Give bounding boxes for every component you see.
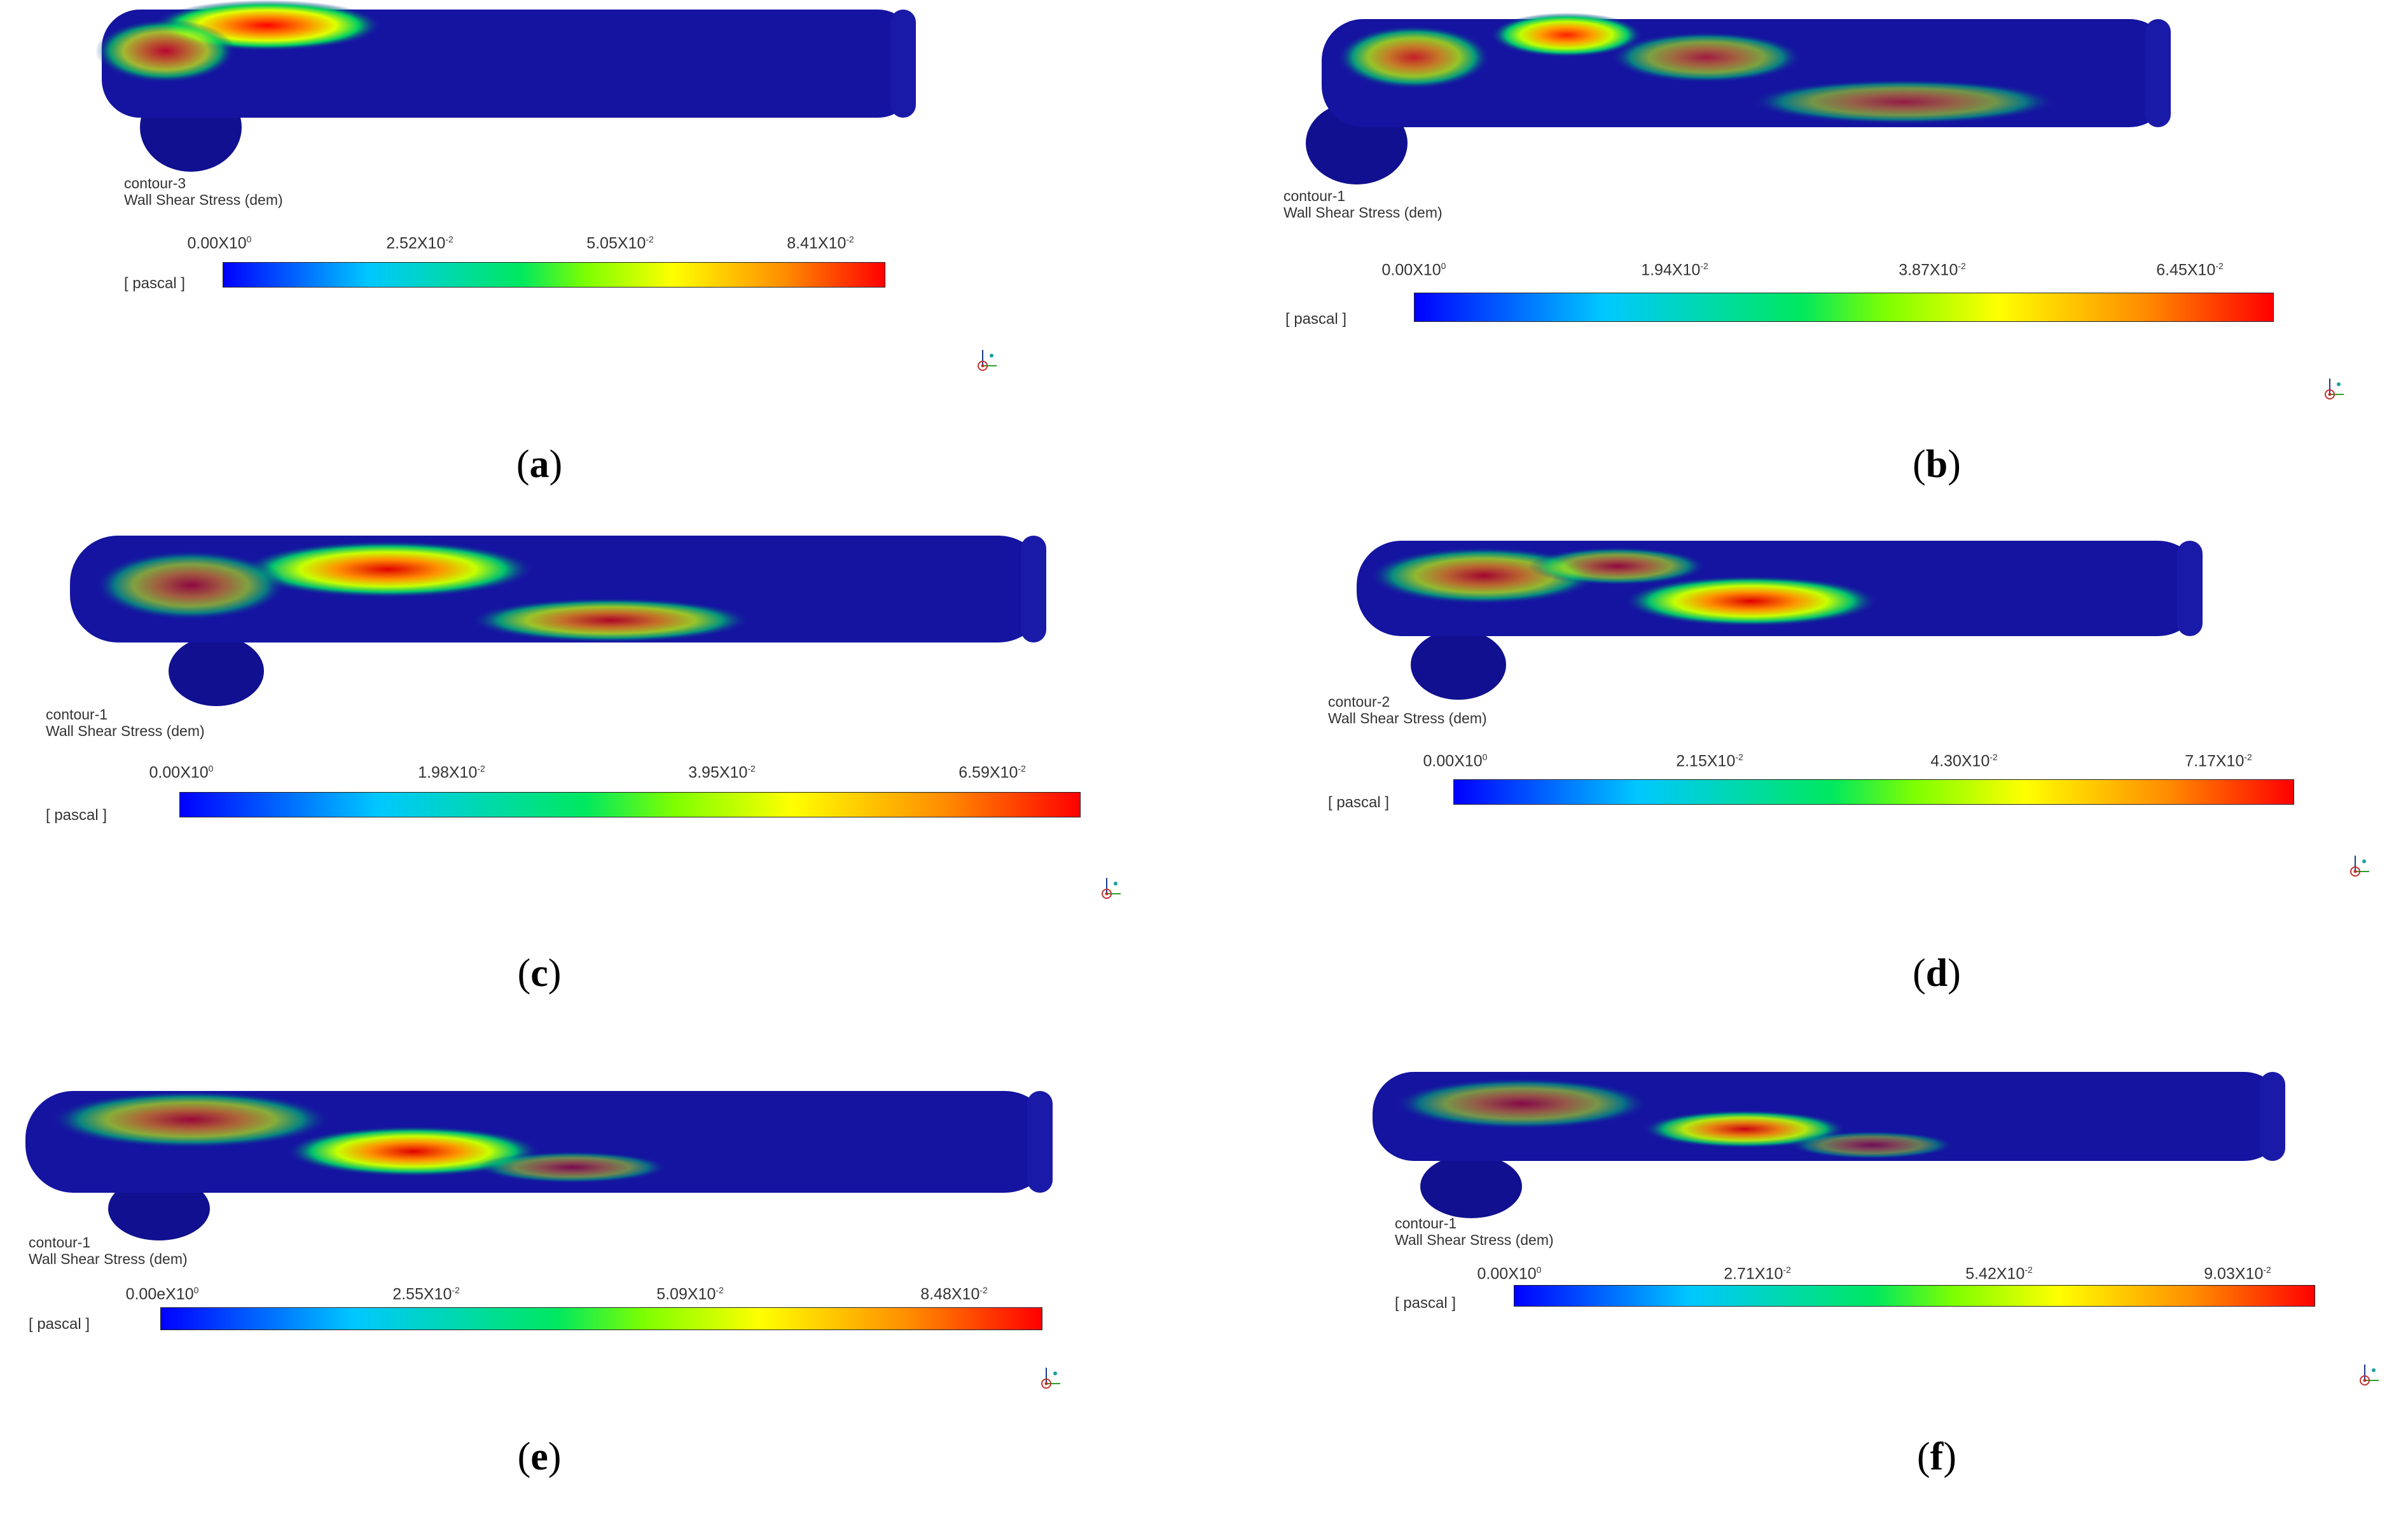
pipe-contour-render: [25, 1091, 1053, 1240]
tick-label: 1.98X10-2: [418, 763, 485, 782]
tick-label: 0.00eX100: [125, 1285, 199, 1303]
panel-b: contour-1 Wall Shear Stress (dem) 0.00X1…: [1204, 0, 2408, 496]
unit-label: [ pascal ]: [1328, 794, 1390, 811]
tick-label: 0.00X100: [1381, 261, 1446, 279]
panel-e: contour-1 Wall Shear Stress (dem) 0.00eX…: [0, 1018, 1204, 1514]
axis-triad-icon: [1102, 878, 1121, 899]
axis-triad-icon: [2360, 1365, 2379, 1386]
axis-triad-icon: [978, 350, 997, 371]
tick-label: 5.09X10-2: [656, 1285, 724, 1303]
panel-d: contour-2 Wall Shear Stress (dem) 0.00X1…: [1204, 509, 2408, 1005]
color-legend-bar: [1514, 1285, 2315, 1307]
panel-caption: (d): [1913, 952, 1961, 995]
panel-caption: (b): [1913, 443, 1961, 486]
tick-label: 5.42X10-2: [1965, 1265, 2033, 1283]
contour-variable: Wall Shear Stress (dem): [1395, 1232, 1554, 1248]
color-legend-bar: [179, 792, 1081, 817]
contour-name: contour-3: [124, 175, 186, 191]
contour-title: contour-1 Wall Shear Stress (dem): [1395, 1215, 1554, 1248]
tick-label: 0.00X100: [1423, 752, 1488, 770]
pipe-contour-render: [95, 0, 916, 172]
contour-name: contour-1: [29, 1234, 91, 1251]
panel-caption: (f): [1917, 1435, 1956, 1478]
tick-label: 7.17X10-2: [2185, 752, 2252, 770]
unit-label: [ pascal ]: [1395, 1295, 1457, 1312]
contour-variable: Wall Shear Stress (dem): [1284, 204, 1443, 221]
panel-caption: (c): [517, 952, 562, 995]
tick-label: 2.71X10-2: [1724, 1265, 1791, 1283]
axis-triad-icon: [2350, 856, 2369, 877]
tick-label: 2.15X10-2: [1676, 752, 1743, 770]
pipe-contour-render: [1373, 1072, 2285, 1218]
tick-label: 6.45X10-2: [2156, 261, 2224, 279]
tick-label: 2.55X10-2: [392, 1285, 460, 1303]
contour-title: contour-1 Wall Shear Stress (dem): [1284, 188, 1443, 221]
tick-label: 3.87X10-2: [1899, 261, 1966, 279]
pipe-contour-render: [1357, 541, 2203, 700]
unit-label: [ pascal ]: [46, 807, 107, 824]
tick-label: 1.94X10-2: [1641, 261, 1708, 279]
contour-name: contour-1: [46, 706, 108, 723]
contour-variable: Wall Shear Stress (dem): [29, 1251, 188, 1267]
unit-label: [ pascal ]: [124, 275, 186, 292]
tick-label: 0.00X100: [187, 234, 252, 253]
tick-label: 0.00X100: [149, 763, 214, 782]
axis-triad-icon: [1041, 1368, 1060, 1389]
tick-label: 9.03X10-2: [2204, 1265, 2271, 1283]
contour-variable: Wall Shear Stress (dem): [1328, 710, 1487, 726]
contour-variable: Wall Shear Stress (dem): [124, 191, 283, 208]
unit-label: [ pascal ]: [29, 1316, 90, 1333]
tick-label: 0.00X100: [1477, 1265, 1542, 1283]
color-legend-bar: [160, 1307, 1042, 1330]
contour-name: contour-1: [1395, 1215, 1457, 1232]
tick-label: 3.95X10-2: [688, 763, 756, 782]
contour-name: contour-2: [1328, 693, 1390, 710]
tick-label: 5.05X10-2: [586, 234, 654, 253]
unit-label: [ pascal ]: [1285, 310, 1347, 328]
panel-a: contour-3 Wall Shear Stress (dem) 0.00X1…: [0, 0, 1204, 496]
tick-label: 8.41X10-2: [787, 234, 854, 253]
contour-title: contour-1 Wall Shear Stress (dem): [46, 706, 205, 739]
panel-f: contour-1 Wall Shear Stress (dem) 0.00X1…: [1204, 1018, 2408, 1514]
panel-caption: (a): [516, 443, 563, 486]
color-legend-bar: [1414, 293, 2274, 322]
color-legend-bar: [223, 262, 885, 288]
tick-label: 8.48X10-2: [920, 1285, 988, 1303]
pipe-contour-render: [70, 536, 1046, 706]
panel-c: contour-1 Wall Shear Stress (dem) 0.00X1…: [0, 509, 1204, 1005]
contour-name: contour-1: [1284, 188, 1346, 204]
contour-title: contour-3 Wall Shear Stress (dem): [124, 175, 283, 208]
contour-title: contour-1 Wall Shear Stress (dem): [29, 1234, 188, 1267]
color-legend-bar: [1453, 779, 2294, 805]
pipe-contour-render: [1306, 13, 2171, 184]
contour-title: contour-2 Wall Shear Stress (dem): [1328, 693, 1487, 726]
panel-caption: (e): [517, 1435, 562, 1478]
contour-variable: Wall Shear Stress (dem): [46, 723, 205, 739]
tick-label: 4.30X10-2: [1930, 752, 1998, 770]
tick-label: 2.52X10-2: [386, 234, 453, 253]
tick-label: 6.59X10-2: [958, 763, 1026, 782]
axis-triad-icon: [2325, 378, 2344, 399]
